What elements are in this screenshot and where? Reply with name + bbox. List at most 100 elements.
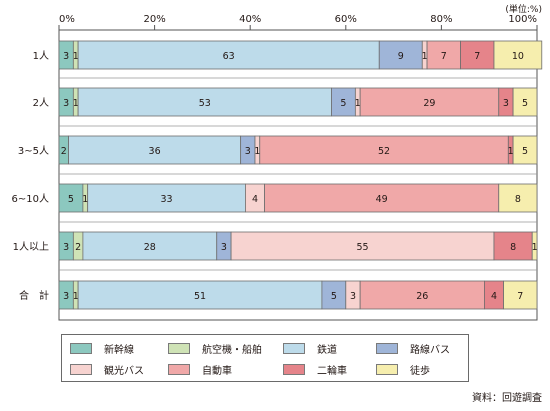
bar-segment — [512, 87, 538, 117]
data-label: 53 — [199, 98, 211, 109]
category-label: 1人以上 — [13, 241, 49, 253]
bar-segment — [512, 135, 538, 165]
legend-swatch — [70, 343, 92, 354]
data-label: 3 — [63, 242, 69, 253]
x-tick-label: 60% — [335, 14, 357, 25]
data-label: 1 — [532, 242, 538, 253]
data-label: 3 — [63, 291, 69, 302]
data-label: 36 — [149, 146, 161, 157]
data-label: 55 — [356, 242, 368, 253]
legend-swatch — [283, 343, 305, 354]
bar-segment — [503, 280, 538, 310]
data-label: 3 — [63, 51, 69, 62]
data-label: 5 — [522, 146, 528, 157]
x-tick-label: 0% — [59, 14, 75, 25]
legend-swatch — [283, 364, 305, 375]
bar-segment — [82, 231, 218, 261]
data-label: 9 — [398, 51, 404, 62]
x-tick-label: 40% — [239, 14, 261, 25]
data-label: 29 — [423, 98, 435, 109]
legend-label: 徒歩 — [410, 366, 430, 377]
legend-item: 二輪車 — [283, 362, 347, 377]
legend-swatch — [70, 364, 92, 375]
bar-segment — [230, 231, 495, 261]
bar-segment — [359, 87, 500, 117]
data-label: 52 — [378, 146, 390, 157]
data-label: 51 — [194, 291, 206, 302]
data-label: 33 — [161, 194, 173, 205]
data-label: 8 — [510, 242, 516, 253]
bar-segment — [68, 135, 242, 165]
legend-item: 路線バス — [376, 341, 450, 356]
category-label: 3~5人 — [18, 145, 49, 157]
bar-segment — [531, 231, 538, 261]
data-label: 8 — [515, 194, 521, 205]
data-label: 3 — [63, 98, 69, 109]
data-label: 3 — [221, 242, 227, 253]
bar-segment — [77, 280, 323, 310]
legend-label: 新幹線 — [104, 345, 134, 356]
data-label: 7 — [474, 51, 480, 62]
legend-item: 観光バス — [70, 362, 144, 377]
data-label: 1 — [422, 51, 428, 62]
data-label: 5 — [331, 291, 337, 302]
legend-swatch — [376, 343, 398, 354]
data-label: 1 — [73, 51, 79, 62]
bar-segment — [359, 280, 485, 310]
data-label: 26 — [416, 291, 428, 302]
data-label: 1 — [355, 98, 361, 109]
data-label: 7 — [441, 51, 447, 62]
x-tick-label: 80% — [430, 14, 452, 25]
legend-swatch — [376, 364, 398, 375]
x-tick-label: 20% — [143, 14, 165, 25]
data-label: 7 — [517, 291, 523, 302]
data-label: 1 — [254, 146, 260, 157]
bar-segment — [259, 135, 509, 165]
data-label: 5 — [522, 98, 528, 109]
category-label: 1人 — [33, 50, 49, 62]
legend: 新幹線 航空機・船舶 鉄道 路線バス観光バス 自動車 二輪車 徒歩 — [61, 334, 469, 382]
bar-segment — [498, 183, 538, 213]
legend-label: 鉄道 — [317, 345, 337, 356]
legend-label: 観光バス — [104, 366, 144, 377]
data-label: 1 — [508, 146, 514, 157]
bar-segment — [460, 40, 495, 70]
data-label: 63 — [223, 51, 235, 62]
legend-item: 鉄道 — [283, 341, 337, 356]
legend-item: 航空機・船舶 — [168, 341, 262, 356]
legend-label: 路線バス — [410, 345, 450, 356]
bar-segment — [378, 40, 423, 70]
legend-label: 航空機・船舶 — [202, 345, 262, 356]
data-label: 49 — [376, 194, 388, 205]
legend-swatch — [168, 364, 190, 375]
category-label: 合 計 — [19, 289, 49, 302]
data-label: 3 — [503, 98, 509, 109]
data-label: 4 — [491, 291, 497, 302]
data-label: 3 — [350, 291, 356, 302]
bar-segment — [77, 40, 380, 70]
legend-item: 自動車 — [168, 362, 232, 377]
data-label: 5 — [68, 194, 74, 205]
bar-segment — [493, 231, 533, 261]
data-label: 2 — [61, 146, 67, 157]
data-label: 28 — [144, 242, 156, 253]
data-label: 5 — [340, 98, 346, 109]
legend-item: 新幹線 — [70, 341, 134, 356]
legend-swatch — [168, 343, 190, 354]
data-label: 1 — [73, 291, 79, 302]
data-label: 4 — [252, 194, 258, 205]
category-label: 6~10人 — [12, 193, 49, 205]
data-label: 1 — [82, 194, 88, 205]
x-tick-label: 100% — [508, 14, 537, 25]
unit-label: (単位:%) — [505, 5, 542, 15]
bar-segment — [87, 183, 246, 213]
plot-frame — [58, 29, 538, 321]
legend-label: 自動車 — [202, 366, 232, 377]
source-note: 資料：回遊調査 — [472, 393, 542, 404]
data-label: 1 — [73, 98, 79, 109]
bar-segment — [493, 40, 543, 70]
legend-label: 二輪車 — [317, 366, 347, 377]
data-label: 3 — [245, 146, 251, 157]
category-label: 2人 — [33, 97, 49, 109]
